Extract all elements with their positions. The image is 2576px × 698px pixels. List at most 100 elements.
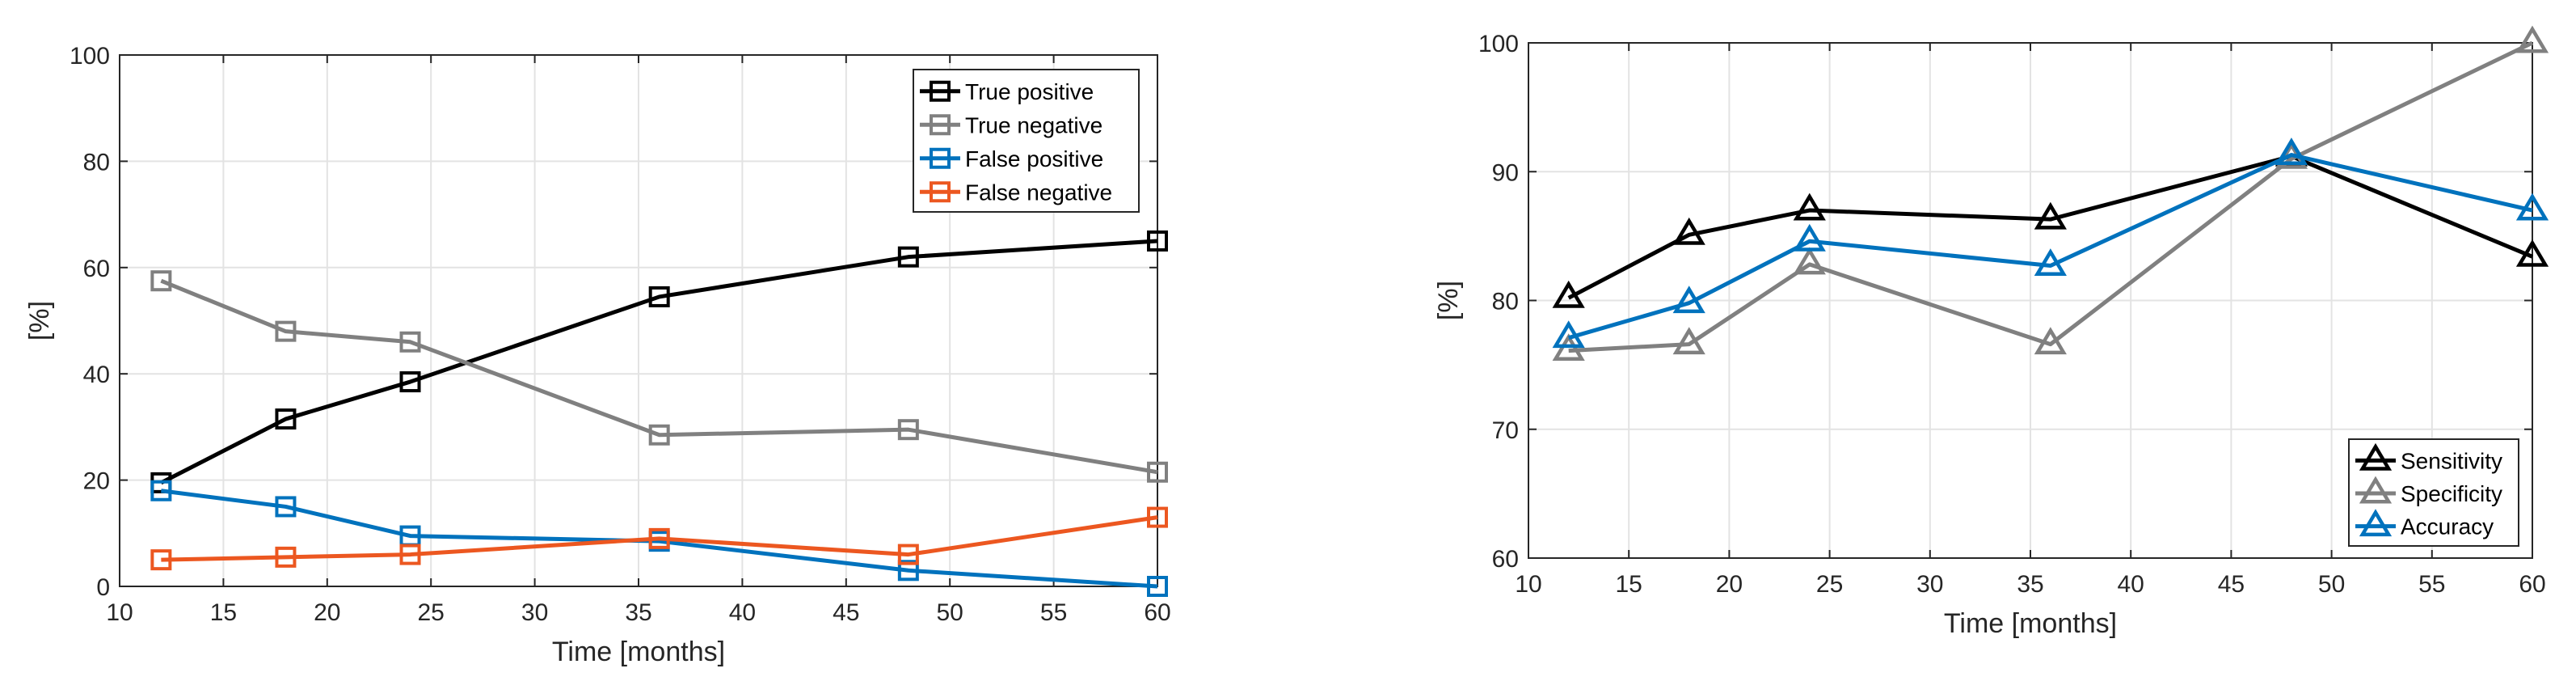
chart-performance-metrics: 10 15 20 25 30 35 40 45 50 55 60 60 70 80 90 100 Time [m… [1433,25,2549,639]
legend-entry-false-positive: False positive [920,146,1103,171]
legend-marker [930,114,951,136]
y-tick-label: 80 [83,149,110,176]
series-line-sensitivity [1567,154,2533,300]
x-tick-label: 35 [625,599,651,626]
series-line-false-positive [161,489,1158,589]
y-axis-label: [%] [1433,281,1464,320]
legend-entry-false-negative: False negative [920,180,1112,205]
legend-entry-accuracy: Accuracy [2355,509,2494,539]
data-point-false-negative [399,544,421,565]
x-tick-label: 15 [1616,571,1642,598]
x-tick-label: 60 [2519,571,2545,598]
series-line-true-positive [160,239,1158,485]
data-point-sensitivity [2034,201,2067,230]
y-tick-label: 60 [1492,546,1519,573]
data-point-specificity [1793,247,1826,275]
legend-marker [930,181,951,203]
data-point-false-positive [897,560,919,582]
data-point-true-positive [275,408,297,430]
data-point-specificity [2515,25,2549,53]
legend-entry-true-positive: True positive [920,79,1094,104]
legend-marker [2359,509,2393,537]
data-point-false-negative [1147,506,1168,528]
legend-label: Sensitivity [2401,448,2502,473]
data-point-accuracy [2275,137,2308,165]
legend-entry-specificity: Specificity [2355,476,2502,506]
series-true-negative [150,270,1168,483]
legend-marker [2359,476,2393,504]
x-tick-label: 25 [418,599,445,626]
legend: Sensitivity Specificity Accuracy [2348,438,2519,547]
series-accuracy [1552,137,2549,349]
x-tick-label: 55 [2418,571,2445,598]
series-specificity [1552,25,2549,362]
y-tick-label: 60 [83,256,110,282]
x-tick-label: 30 [521,599,548,626]
data-point-true-negative [399,331,421,353]
data-point-false-positive [275,496,297,518]
x-tick-label: 55 [1040,599,1067,626]
y-tick-label: 70 [1492,417,1519,444]
y-tick-label: 40 [83,362,110,388]
legend-label: True negative [965,112,1102,137]
legend-marker [930,80,951,102]
legend-label: Accuracy [2401,514,2494,539]
x-tick-label: 20 [314,599,340,626]
legend-label: True positive [965,79,1094,104]
data-point-true-positive [897,246,919,268]
x-tick-label: 40 [729,599,756,626]
legend: True positive True negative False positive… [913,69,1140,213]
legend-marker [2359,442,2393,471]
legend-marker [930,147,951,169]
series-line-specificity [1568,40,2534,353]
series-false-negative [150,506,1168,571]
series-false-positive [150,480,1168,597]
x-axis-label: Time [months] [552,637,725,667]
data-point-false-negative [275,546,297,568]
data-point-true-positive [1147,230,1168,252]
data-point-false-negative [150,549,172,571]
data-point-false-positive [150,480,172,501]
data-point-accuracy [1672,286,1705,314]
data-point-true-negative [275,320,297,342]
data-point-sensitivity [1793,192,1826,221]
data-point-true-negative [1147,461,1168,483]
x-tick-label: 10 [106,599,133,626]
data-point-accuracy [2034,248,2067,276]
data-point-false-negative [897,544,919,565]
data-point-accuracy [1793,223,1826,252]
series-line-true-negative [160,278,1158,475]
y-tick-label: 100 [70,43,110,70]
x-tick-label: 60 [1144,599,1170,626]
y-tick-label: 100 [1478,31,1519,57]
x-tick-label: 50 [2318,571,2345,598]
data-point-true-negative [150,270,172,292]
legend-label: False positive [965,146,1103,171]
legend-label: False negative [965,180,1112,205]
x-tick-label: 50 [937,599,963,626]
data-point-sensitivity [1552,280,1585,308]
y-axis-label: [%] [24,301,55,341]
x-axis-label: Time [months] [1944,608,2117,639]
y-tick-label: 90 [1492,159,1519,186]
data-point-false-positive [1147,576,1168,597]
legend-entry-true-negative: True negative [920,112,1102,137]
data-point-specificity [1672,327,1705,355]
chart-confusion-rates: 10 15 20 25 30 35 40 45 50 55 60 0 20 40 60 80 100 Time [… [24,43,1171,667]
series-line-accuracy [1567,153,2533,341]
data-point-true-positive [648,286,670,307]
data-point-true-positive [399,371,421,393]
data-point-sensitivity [2515,239,2549,267]
legend-label: Specificity [2401,481,2502,506]
x-tick-label: 45 [833,599,859,626]
x-tick-label: 30 [1916,571,1943,598]
data-point-true-negative [897,419,919,441]
x-tick-label: 45 [2218,571,2245,598]
x-tick-label: 10 [1515,571,1541,598]
data-point-specificity [1552,333,1585,362]
y-tick-label: 0 [96,574,110,601]
x-tick-label: 35 [2017,571,2043,598]
series-line-false-negative [161,515,1158,562]
data-point-sensitivity [1672,217,1705,245]
y-tick-label: 80 [1492,289,1519,315]
